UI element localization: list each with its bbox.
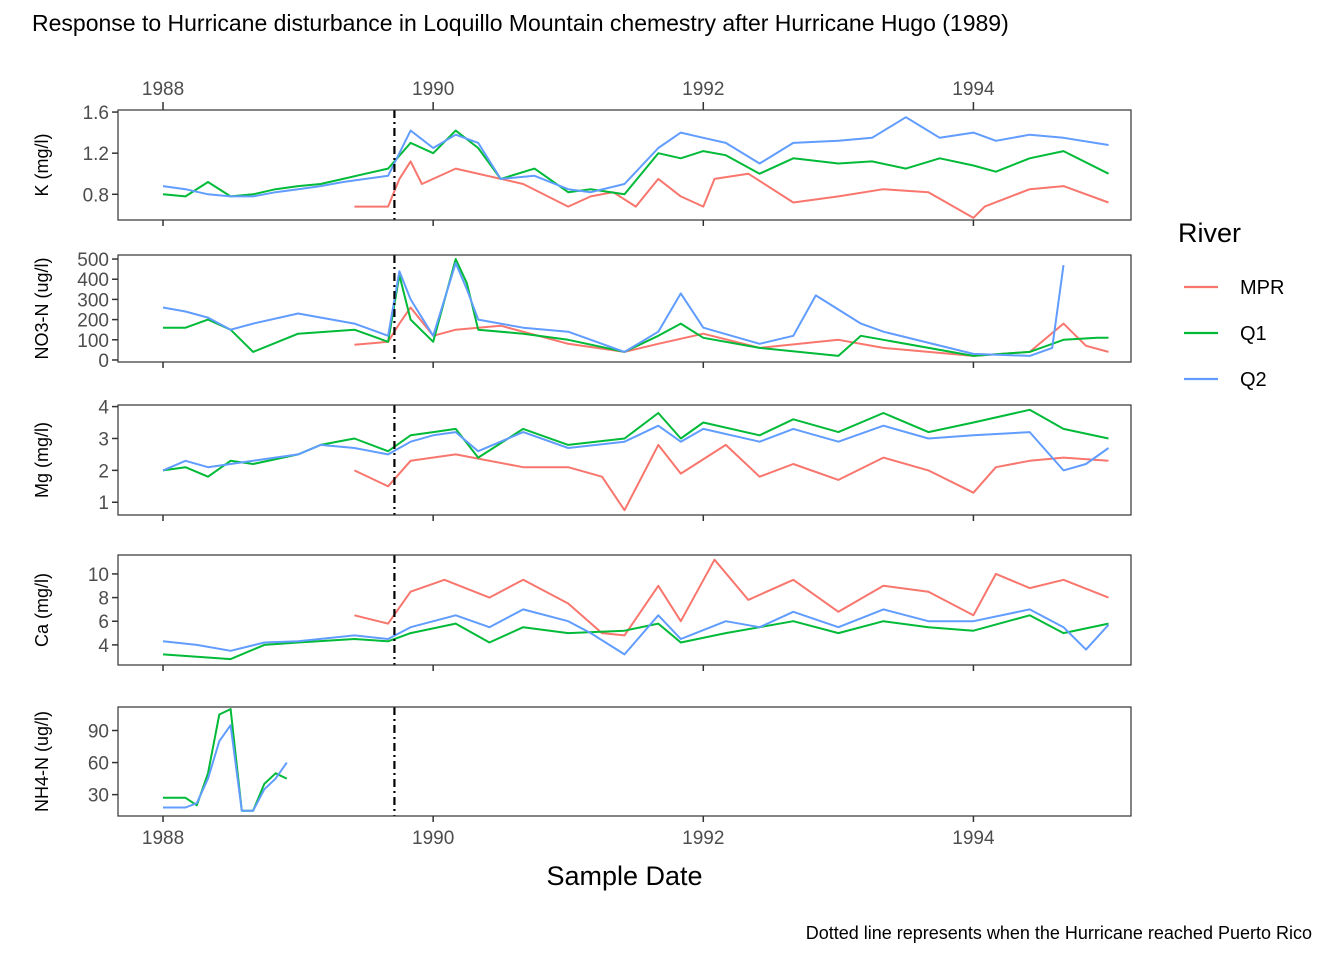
y-tick-label: 2 [98, 461, 109, 482]
x-axis-label: Sample Date [546, 861, 702, 891]
y-tick-label: 0 [98, 351, 109, 372]
y-tick-label: 1.2 [83, 144, 109, 165]
series-line-q1 [163, 258, 1109, 357]
y-axis-label: NH4-N (ug/l) [32, 711, 52, 812]
x-tick-label-top: 1990 [412, 79, 454, 100]
series-line-q2 [163, 724, 288, 812]
x-tick-label-bottom: 1988 [142, 828, 184, 849]
legend-label-mpr: MPR [1240, 277, 1284, 299]
y-axis-label: Mg (mg/l) [32, 422, 52, 498]
series-line-mpr [354, 306, 1109, 357]
y-tick-label: 200 [77, 311, 109, 332]
x-tick-label-bottom: 1994 [952, 828, 995, 849]
chart-caption: Dotted line represents when the Hurrican… [805, 923, 1312, 943]
panel-border [117, 254, 1132, 363]
panel-border [117, 404, 1132, 516]
series-line-q2 [162, 424, 1110, 472]
panel-border [117, 109, 1132, 221]
y-tick-label: 8 [98, 589, 109, 610]
y-tick-label: 1.6 [83, 103, 109, 124]
y-tick-label: 4 [98, 398, 109, 419]
legend-label-q2: Q2 [1240, 369, 1267, 391]
y-tick-label: 4 [98, 636, 109, 657]
x-tick-label-top: 1988 [142, 79, 184, 100]
legend-label-q1: Q1 [1240, 323, 1267, 345]
panel-5: 30 60 90 NH4-N (ug/l) [32, 706, 1132, 822]
series-line-q2 [162, 262, 1065, 357]
chart-title: Response to Hurricane disturbance in Loq… [32, 10, 1009, 36]
series-line-mpr [354, 160, 1109, 219]
series-line-q1 [162, 408, 1109, 478]
y-tick-label: 60 [88, 754, 109, 775]
y-tick-label: 1 [98, 493, 109, 514]
y-tick-label: 0.8 [83, 185, 109, 206]
series-line-q1 [162, 614, 1109, 661]
series-line-q2 [162, 608, 1110, 656]
y-tick-label: 6 [98, 612, 109, 633]
panel-border [117, 706, 1132, 817]
x-tick-label-bottom: 1992 [682, 828, 724, 849]
series-line-mpr [353, 443, 1109, 512]
y-tick-label: 100 [77, 331, 109, 352]
y-tick-label: 400 [77, 270, 109, 291]
y-tick-label: 3 [98, 429, 109, 450]
panel-3: 1 2 3 4 Mg (mg/l) [32, 398, 1132, 521]
y-tick-label: 500 [77, 250, 109, 271]
y-axis-label: Ca (mg/l) [32, 573, 52, 647]
y-axis-label: K (mg/l) [32, 134, 52, 197]
series-line-q1 [163, 708, 288, 812]
panel-border [117, 554, 1132, 666]
x-tick-label-top: 1994 [952, 79, 995, 100]
y-tick-label: 10 [88, 565, 109, 586]
legend: River MPR Q1 Q2 [1178, 218, 1284, 391]
y-tick-label: 300 [77, 290, 109, 311]
panel-1: 0.8 1.2 1.6 K (mg/l) [32, 103, 1132, 226]
x-tick-label-top: 1992 [682, 79, 724, 100]
legend-title: River [1178, 218, 1241, 248]
series-line-q1 [162, 129, 1109, 198]
y-axis-label: NO3-N (ug/l) [32, 257, 52, 359]
x-tick-label-bottom: 1990 [412, 828, 454, 849]
series-line-mpr [354, 558, 1109, 637]
panel-4: 4 68 10 Ca (mg/l) [32, 554, 1132, 671]
y-tick-label: 30 [88, 786, 109, 807]
series-line-q2 [162, 116, 1109, 198]
y-tick-label: 90 [88, 722, 109, 743]
